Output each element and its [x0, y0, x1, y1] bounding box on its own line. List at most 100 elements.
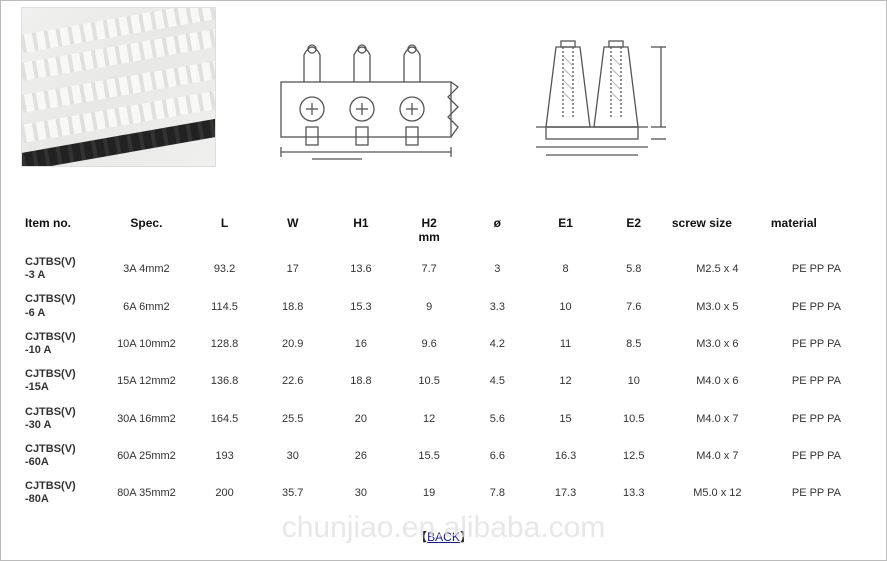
cell-screw: M2.5 x 4	[668, 251, 767, 288]
cell-material: PE PP PA	[767, 475, 866, 512]
cell-L: 114.5	[190, 288, 258, 325]
col-header-material: material	[767, 210, 866, 251]
cell-E1: 17.3	[531, 475, 599, 512]
back-link[interactable]: BACK	[427, 530, 460, 544]
cell-H1: 16	[327, 325, 395, 362]
cell-E1: 15	[531, 400, 599, 437]
cell-dia: 4.2	[463, 325, 531, 362]
cell-item: CJTBS(V) -3 A	[21, 251, 102, 288]
cell-spec: 15A 12mm2	[102, 363, 190, 400]
table-row: CJTBS(V) -10 A10A 10mm2128.820.9169.64.2…	[21, 325, 866, 362]
cell-item: CJTBS(V) -60A	[21, 437, 102, 474]
cell-E2: 8.5	[600, 325, 668, 362]
spec-table-head: Item no. Spec. L W H1 H2 mm ø E1 E2 scre…	[21, 210, 866, 251]
cell-spec: 80A 35mm2	[102, 475, 190, 512]
cell-W: 22.6	[259, 363, 327, 400]
cell-L: 193	[190, 437, 258, 474]
cell-screw: M4.0 x 6	[668, 363, 767, 400]
product-photo	[21, 7, 216, 167]
cell-H1: 26	[327, 437, 395, 474]
cell-L: 128.8	[190, 325, 258, 362]
cell-E1: 10	[531, 288, 599, 325]
cell-E1: 11	[531, 325, 599, 362]
cell-H1: 15.3	[327, 288, 395, 325]
cell-H1: 13.6	[327, 251, 395, 288]
cell-W: 25.5	[259, 400, 327, 437]
cell-material: PE PP PA	[767, 363, 866, 400]
cell-spec: 6A 6mm2	[102, 288, 190, 325]
cell-material: PE PP PA	[767, 325, 866, 362]
col-header-dia: ø	[463, 210, 531, 251]
cell-H1: 30	[327, 475, 395, 512]
bracket-open: 【	[415, 530, 427, 544]
cell-E1: 12	[531, 363, 599, 400]
col-header-H1: H1	[327, 210, 395, 251]
cell-dia: 3.3	[463, 288, 531, 325]
cell-dia: 4.5	[463, 363, 531, 400]
cell-H2: 9	[395, 288, 463, 325]
cell-E2: 7.6	[600, 288, 668, 325]
cell-item: CJTBS(V) -6 A	[21, 288, 102, 325]
cell-E2: 13.3	[600, 475, 668, 512]
cell-material: PE PP PA	[767, 400, 866, 437]
cell-item: CJTBS(V) -80A	[21, 475, 102, 512]
cell-E2: 12.5	[600, 437, 668, 474]
table-row: CJTBS(V) -30 A30A 16mm2164.525.520125.61…	[21, 400, 866, 437]
cell-L: 164.5	[190, 400, 258, 437]
cell-E1: 16.3	[531, 437, 599, 474]
cell-H2: 12	[395, 400, 463, 437]
cell-screw: M3.0 x 5	[668, 288, 767, 325]
cell-item: CJTBS(V) -15A	[21, 363, 102, 400]
col-header-E2: E2	[600, 210, 668, 251]
cell-material: PE PP PA	[767, 251, 866, 288]
cell-W: 30	[259, 437, 327, 474]
spec-table: Item no. Spec. L W H1 H2 mm ø E1 E2 scre…	[21, 210, 866, 513]
cell-W: 20.9	[259, 325, 327, 362]
col-header-W: W	[259, 210, 327, 251]
cell-spec: 30A 16mm2	[102, 400, 190, 437]
cell-H1: 20	[327, 400, 395, 437]
table-row: CJTBS(V) -60A60A 25mm2193302615.56.616.3…	[21, 437, 866, 474]
diagram-side	[516, 27, 686, 170]
cell-E2: 10	[600, 363, 668, 400]
diagram-front	[266, 27, 466, 170]
cell-W: 18.8	[259, 288, 327, 325]
cell-spec: 3A 4mm2	[102, 251, 190, 288]
cell-E2: 10.5	[600, 400, 668, 437]
table-row: CJTBS(V) -15A15A 12mm2136.822.618.810.54…	[21, 363, 866, 400]
table-row: CJTBS(V) -6 A6A 6mm2114.518.815.393.3107…	[21, 288, 866, 325]
cell-W: 17	[259, 251, 327, 288]
diagram-side-svg	[516, 27, 686, 167]
cell-dia: 5.6	[463, 400, 531, 437]
images-row	[21, 7, 866, 170]
table-row: CJTBS(V) -80A80A 35mm220035.730197.817.3…	[21, 475, 866, 512]
table-row: CJTBS(V) -3 A3A 4mm293.21713.67.7385.8M2…	[21, 251, 866, 288]
cell-screw: M3.0 x 6	[668, 325, 767, 362]
cell-W: 35.7	[259, 475, 327, 512]
cell-screw: M5.0 x 12	[668, 475, 767, 512]
cell-H1: 18.8	[327, 363, 395, 400]
cell-dia: 7.8	[463, 475, 531, 512]
cell-L: 200	[190, 475, 258, 512]
cell-H2: 7.7	[395, 251, 463, 288]
cell-dia: 3	[463, 251, 531, 288]
col-header-screw: screw size	[668, 210, 767, 251]
cell-screw: M4.0 x 7	[668, 400, 767, 437]
col-header-item: Item no.	[21, 210, 102, 251]
diagram-front-svg	[266, 27, 466, 167]
bracket-close: 】	[460, 530, 472, 544]
cell-material: PE PP PA	[767, 288, 866, 325]
cell-dia: 6.6	[463, 437, 531, 474]
cell-item: CJTBS(V) -30 A	[21, 400, 102, 437]
page: Item no. Spec. L W H1 H2 mm ø E1 E2 scre…	[0, 0, 887, 561]
cell-spec: 10A 10mm2	[102, 325, 190, 362]
cell-L: 136.8	[190, 363, 258, 400]
col-header-L: L	[190, 210, 258, 251]
cell-screw: M4.0 x 7	[668, 437, 767, 474]
cell-H2: 9.6	[395, 325, 463, 362]
col-header-spec: Spec.	[102, 210, 190, 251]
cell-E2: 5.8	[600, 251, 668, 288]
cell-H2: 10.5	[395, 363, 463, 400]
spec-table-body: CJTBS(V) -3 A3A 4mm293.21713.67.7385.8M2…	[21, 251, 866, 513]
cell-E1: 8	[531, 251, 599, 288]
